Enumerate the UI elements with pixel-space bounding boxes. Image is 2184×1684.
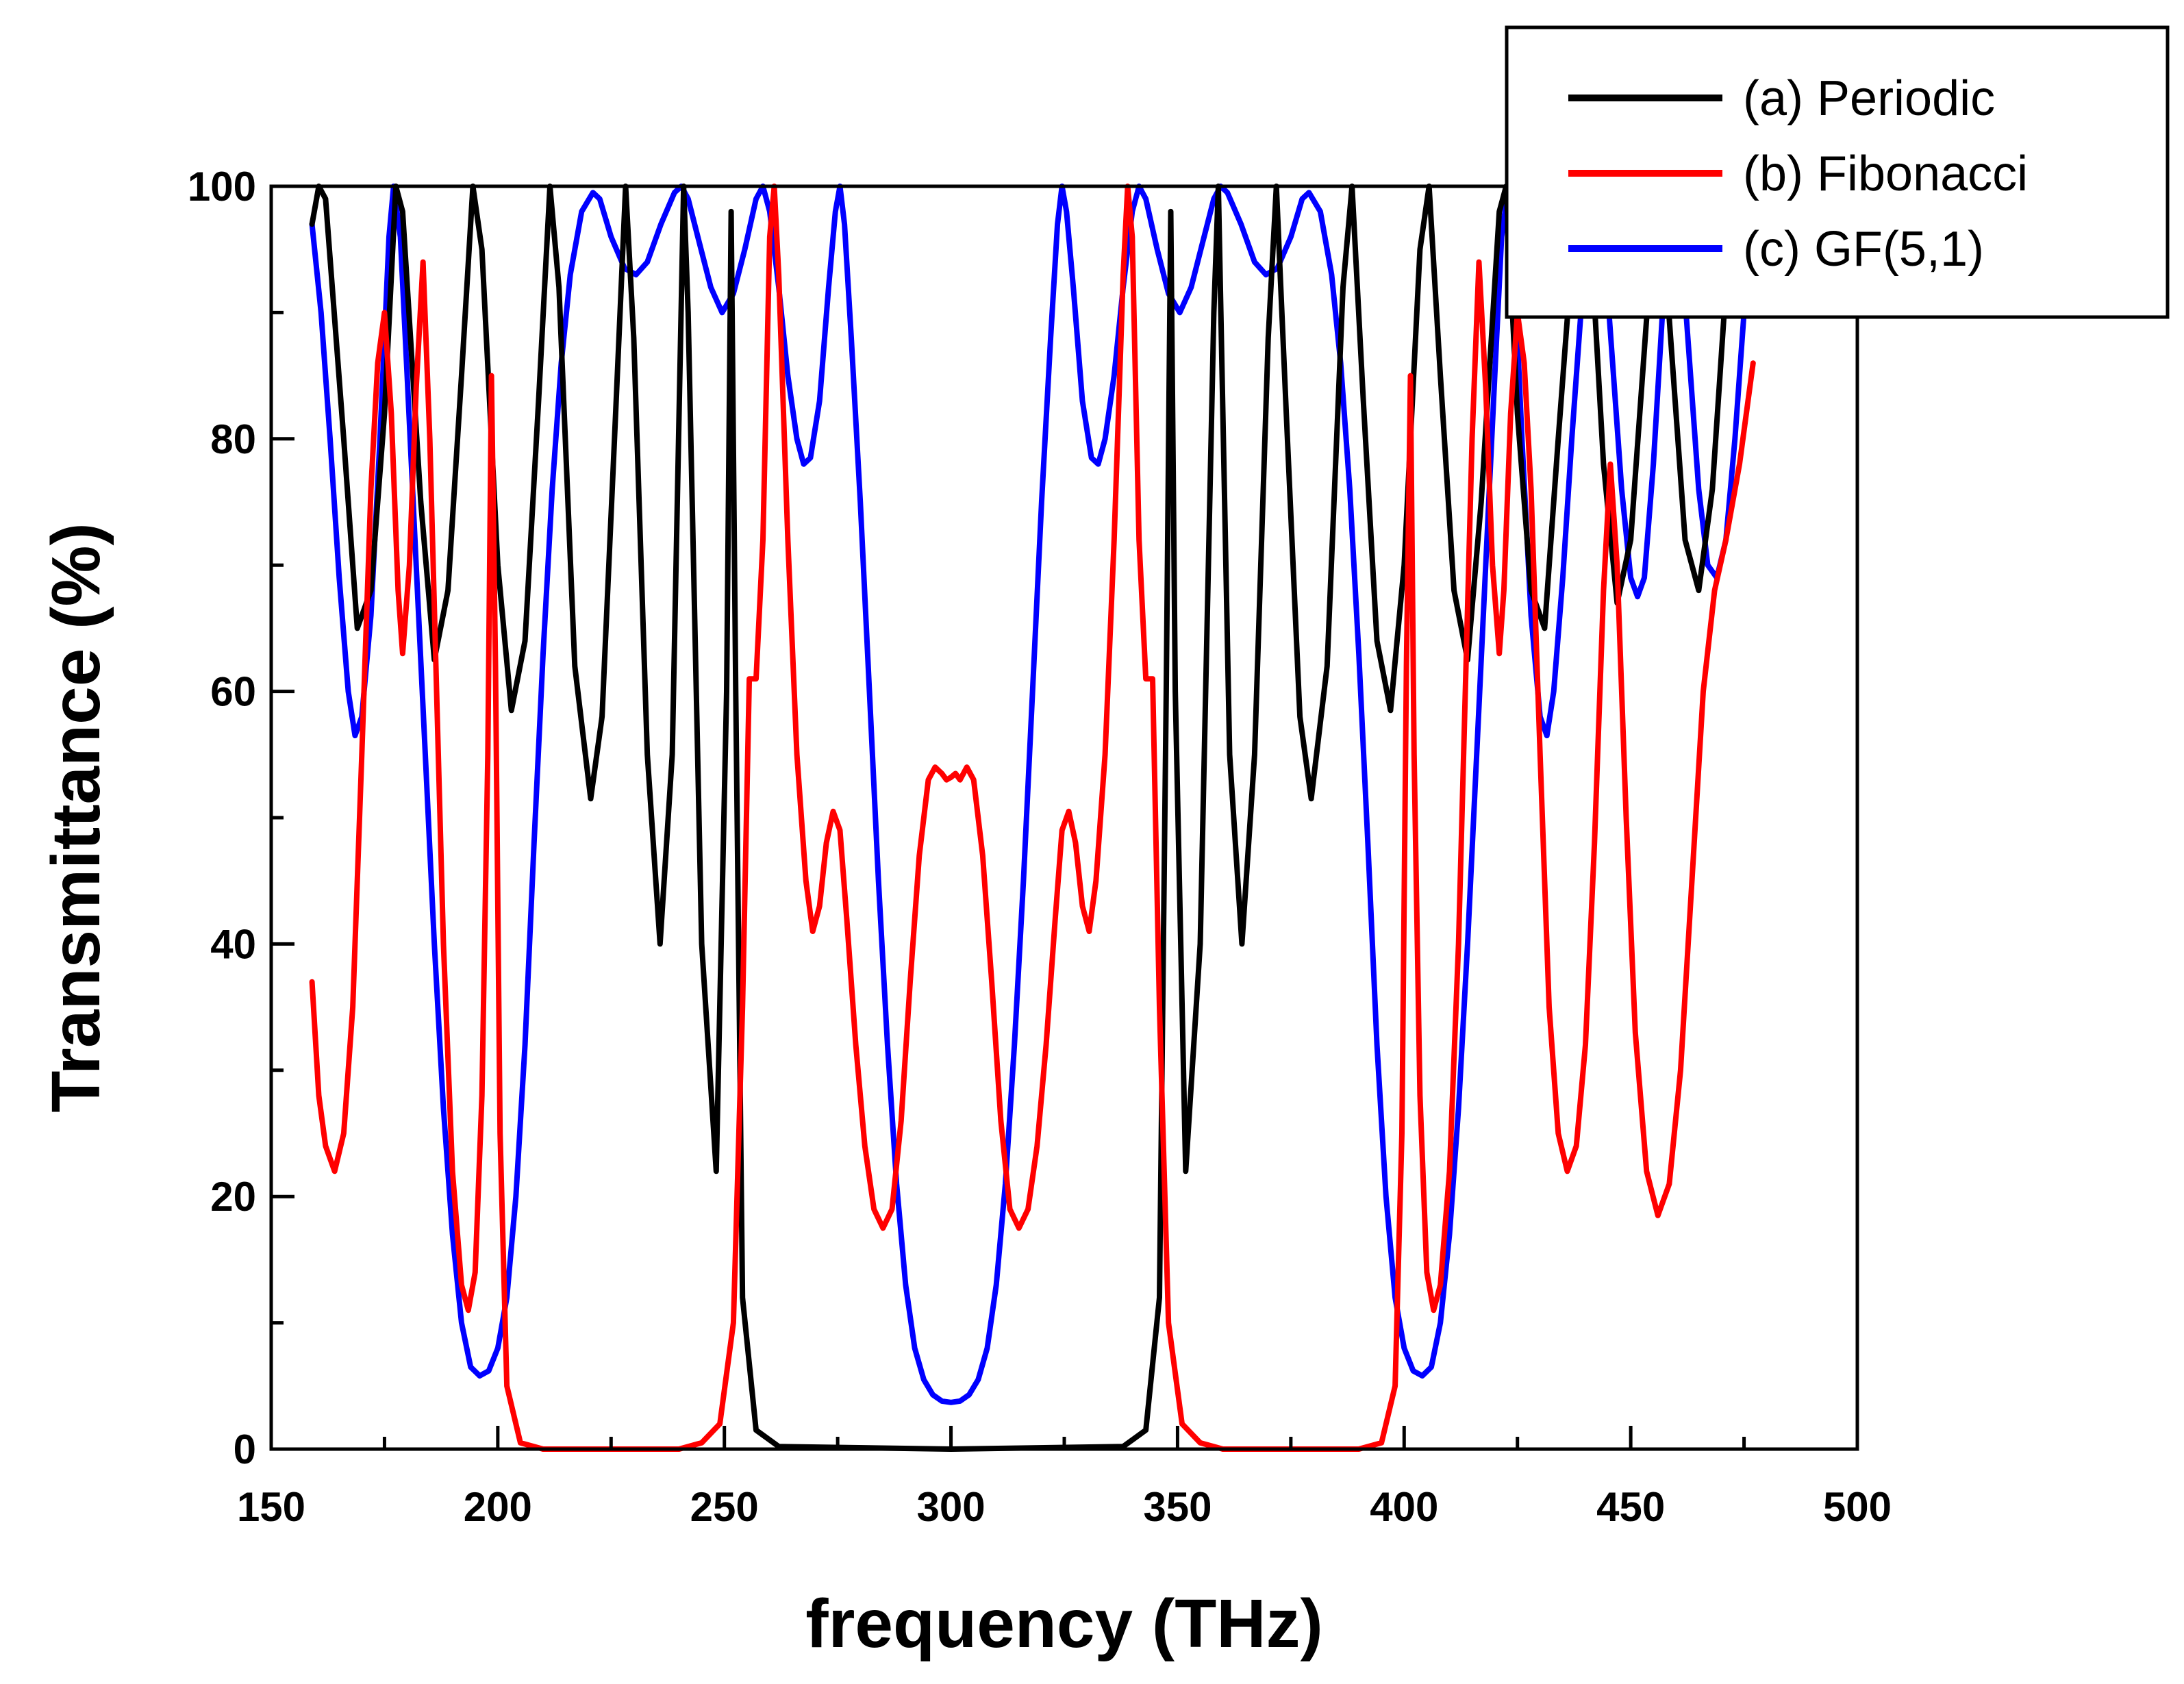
legend-label-fibonacci: (b) Fibonacci: [1743, 147, 2028, 201]
y-tick-label: 100: [188, 164, 256, 210]
legend: (a) Periodic (b) Fibonacci (c) GF(5,1): [1505, 25, 2170, 319]
x-tick-label: 300: [917, 1484, 986, 1530]
series-layer: [309, 184, 1756, 1452]
series-line-2: [309, 184, 1756, 1405]
series-line-1: [309, 184, 1756, 1452]
legend-label-periodic: (a) Periodic: [1743, 71, 1995, 126]
x-tick-label: 400: [1370, 1484, 1438, 1530]
x-tick-label: 350: [1143, 1484, 1212, 1530]
x-axis-title: frequency (THz): [805, 1585, 1323, 1662]
y-tick-label: 60: [210, 669, 256, 715]
x-tick-label: 500: [1823, 1484, 1892, 1530]
legend-label-gf51: (c) GF(5,1): [1743, 222, 1984, 277]
y-tick-label: 80: [210, 416, 256, 462]
y-tick-label: 0: [234, 1427, 256, 1472]
y-tick-label: 40: [210, 921, 256, 967]
y-tick-label: 20: [210, 1174, 256, 1220]
x-tick-label: 450: [1596, 1484, 1665, 1530]
y-axis: 0 20 40 60 80 100: [188, 164, 294, 1472]
y-axis-title: Transmittance (%): [38, 523, 114, 1112]
x-tick-label: 150: [237, 1484, 305, 1530]
x-tick-label: 250: [690, 1484, 759, 1530]
series-line-0: [309, 184, 1738, 1452]
x-tick-label: 200: [464, 1484, 532, 1530]
x-axis: 150 200 250 300 350 400 450 500: [237, 1426, 1892, 1530]
